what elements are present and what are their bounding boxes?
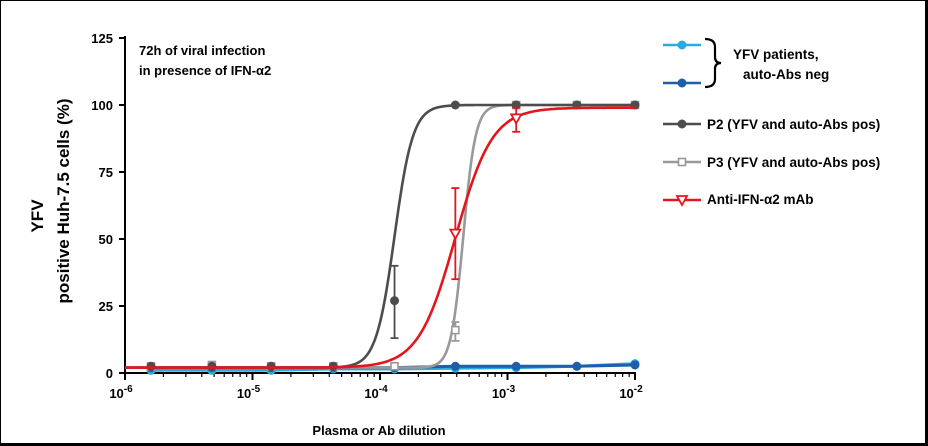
legend-marker	[677, 40, 687, 50]
legend: YFV patients, auto-Abs neg P2 (YFV and a…	[663, 37, 880, 207]
y-axis-title-line1: YFV	[28, 199, 47, 233]
data-point	[572, 361, 582, 371]
data-point	[450, 361, 460, 371]
legend-label-p3: P3 (YFV and auto-Abs pos)	[707, 155, 880, 170]
x-tick-label: 10-2	[619, 384, 643, 401]
series-line	[125, 103, 635, 369]
data-point	[511, 361, 521, 371]
annotation-line1: 72h of viral infection	[139, 43, 265, 58]
series-2	[125, 100, 640, 371]
data-point	[630, 360, 640, 370]
annotation-line2: in presence of IFN-α2	[139, 63, 271, 78]
y-tick-label: 0	[106, 366, 113, 381]
legend-marker	[677, 157, 687, 167]
legend-marker	[677, 78, 687, 88]
legend-label-p2: P2 (YFV and auto-Abs pos)	[707, 117, 880, 132]
data-point	[509, 113, 523, 126]
series-line	[125, 106, 635, 369]
y-tick-label: 125	[91, 31, 113, 46]
y-tick-label: 100	[91, 98, 113, 113]
plot-area	[125, 100, 640, 375]
x-axis-title: Plasma or Ab dilution	[312, 423, 445, 438]
data-point	[207, 361, 217, 371]
data-point	[146, 361, 156, 371]
data-point	[390, 296, 400, 306]
y-tick-label: 50	[99, 232, 113, 247]
series-line	[125, 103, 635, 369]
legend-brace	[704, 37, 722, 89]
series-4	[125, 106, 635, 369]
y-axis-title-line2: positive Huh-7.5 cells (%)	[54, 99, 73, 304]
legend-group-label-line2: auto-Abs neg	[743, 67, 829, 82]
legend-label-mab: Anti-IFN-α2 mAb	[707, 192, 814, 207]
legend-group-label-line1: YFV patients,	[733, 47, 819, 62]
legend-marker	[677, 119, 687, 129]
y-tick-label: 75	[99, 165, 113, 180]
data-point	[390, 361, 399, 371]
y-tick-label: 25	[99, 299, 113, 314]
x-tick-label: 10-3	[492, 384, 516, 401]
series-3	[125, 100, 640, 371]
axes: 0 25 50 75 100 125 10-6 10-5 10-4 10-3 10-2	[91, 31, 643, 401]
x-tick-label: 10-4	[364, 384, 388, 401]
x-tick-label: 10-5	[237, 384, 261, 401]
data-point	[266, 361, 276, 371]
data-point	[450, 100, 460, 110]
data-point	[448, 228, 462, 241]
legend-marker	[675, 195, 689, 207]
x-tick-label: 10-6	[109, 384, 133, 401]
data-point	[451, 325, 460, 335]
